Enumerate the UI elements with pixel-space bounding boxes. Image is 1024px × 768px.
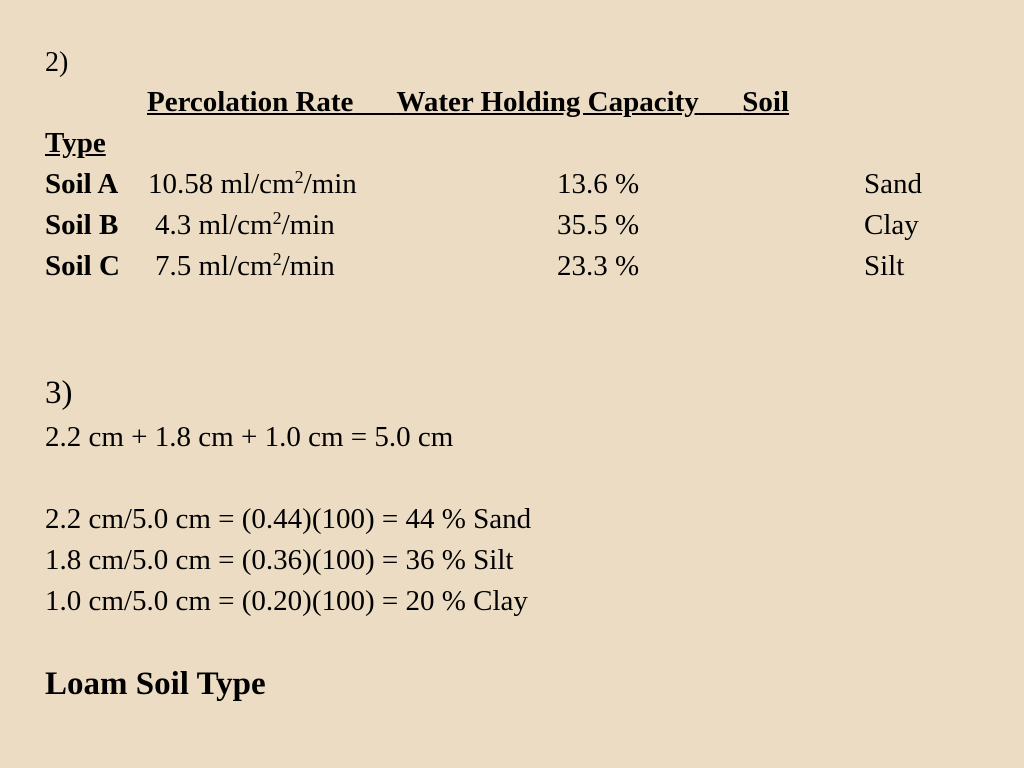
percolation-rate-soil-b: 4.3 ml/cm2/min (155, 209, 335, 242)
section-3-number: 3) (45, 375, 73, 411)
capacity-soil-b: 35.5 % (557, 209, 640, 241)
percolation-rate-soil-a: 10.58 ml/cm2/min (148, 168, 357, 201)
header-soil: Soil (742, 86, 790, 118)
soil-type-soil-a: Sand (864, 168, 922, 200)
calc-line-sand: 2.2 cm/5.0 cm = (0.44)(100) = 44 % Sand (45, 503, 532, 535)
soil-type-soil-c: Silt (864, 250, 905, 282)
table-header: Percolation Rate Water Holding Capacity … (147, 86, 789, 119)
row-label-soil-b: Soil B (45, 209, 119, 241)
capacity-soil-c: 23.3 % (557, 250, 640, 282)
header-water-holding-capacity: Water Holding Capacity (396, 86, 699, 118)
rate-exponent: 2 (272, 249, 282, 269)
header-gap-1 (353, 86, 396, 118)
header-gap-2 (699, 86, 743, 118)
rate-unit: /min (281, 250, 335, 282)
rate-exponent: 2 (294, 167, 304, 187)
rate-unit: /min (281, 209, 335, 241)
rate-value: 4.3 ml/cm (155, 209, 273, 241)
conclusion: Loam Soil Type (45, 666, 266, 702)
row-label-soil-c: Soil C (45, 250, 120, 282)
soil-type-soil-b: Clay (864, 209, 919, 241)
calc-line-clay: 1.0 cm/5.0 cm = (0.20)(100) = 20 % Clay (45, 585, 528, 617)
thickness-sum: 2.2 cm + 1.8 cm + 1.0 cm = 5.0 cm (45, 421, 454, 453)
section-2-number: 2) (45, 47, 69, 78)
calc-line-silt: 1.8 cm/5.0 cm = (0.36)(100) = 36 % Silt (45, 544, 514, 576)
percolation-rate-soil-c: 7.5 ml/cm2/min (155, 250, 335, 283)
row-label-soil-a: Soil A (45, 168, 119, 200)
header-percolation-rate: Percolation Rate (147, 86, 354, 118)
rate-value: 7.5 ml/cm (155, 250, 273, 282)
rate-value: 10.58 ml/cm (148, 168, 295, 200)
rate-exponent: 2 (272, 208, 282, 228)
header-type: Type (45, 127, 106, 159)
capacity-soil-a: 13.6 % (557, 168, 640, 200)
rate-unit: /min (303, 168, 357, 200)
